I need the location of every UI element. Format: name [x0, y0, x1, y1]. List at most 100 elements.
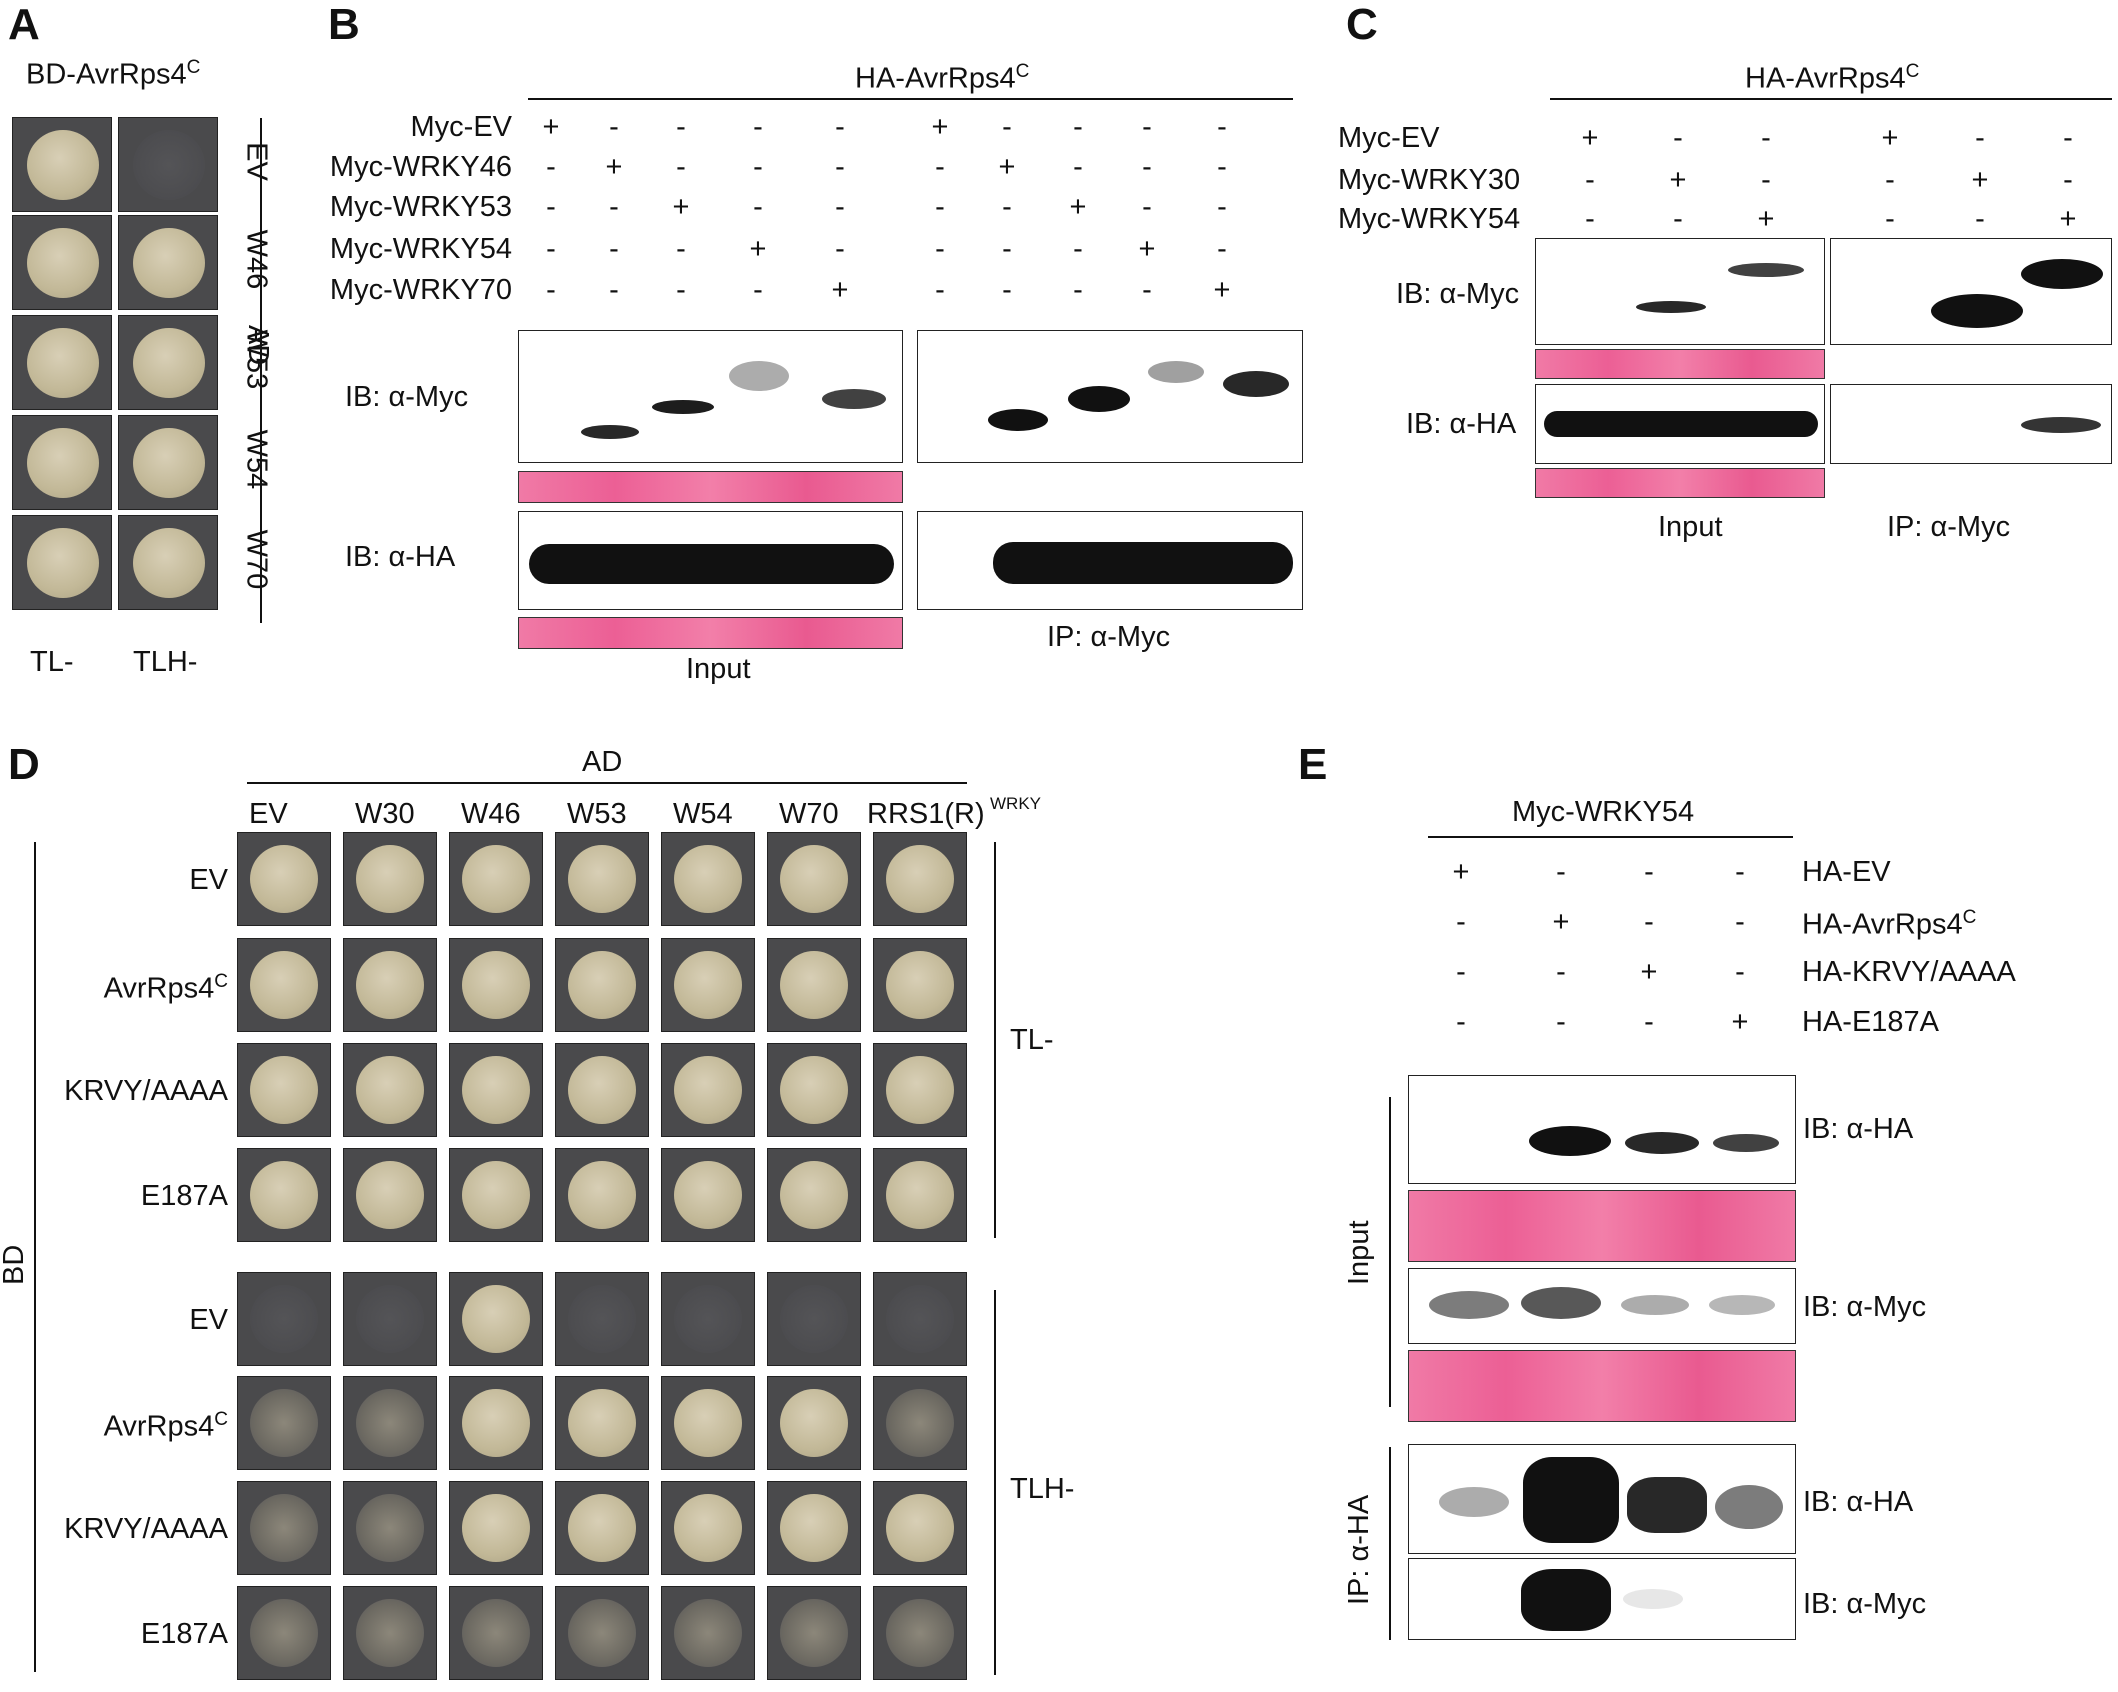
- panel-a-colony: [133, 528, 205, 598]
- panel-d-colony: [250, 1056, 318, 1124]
- panel-b-sign: +: [931, 111, 949, 143]
- panel-a-tile: [12, 117, 112, 212]
- panel-b-sign: +: [831, 274, 849, 306]
- panel-c-input-ha-blot: [1535, 384, 1825, 464]
- panel-b-sign: -: [835, 111, 845, 143]
- panel-e-sign: -: [1644, 906, 1654, 938]
- panel-b-sign: -: [753, 111, 763, 143]
- panel-b-sign: -: [1217, 191, 1227, 223]
- panel-a-title: BD-AvrRps4C: [26, 57, 201, 91]
- panel-d-tile: [343, 1043, 437, 1137]
- panel-b-sign: +: [672, 191, 690, 223]
- panel-b-construct-label: Myc-WRKY46: [329, 151, 512, 183]
- panel-d-tile: [449, 1272, 543, 1366]
- panel-a-colony: [27, 328, 99, 398]
- panel-d-tile: [661, 832, 755, 926]
- panel-d-tlh-label: TLH-: [1010, 1473, 1075, 1505]
- panel-label-d: D: [8, 740, 40, 789]
- panel-b-sign: -: [1073, 233, 1083, 265]
- panel-b-construct-label: Myc-WRKY53: [329, 191, 512, 223]
- panel-b-sign: -: [1142, 191, 1152, 223]
- panel-d-tile: [661, 1272, 755, 1366]
- panel-d-colony: [780, 1161, 848, 1229]
- panel-d-ad-label: AD: [582, 746, 623, 778]
- panel-d-colony: [674, 1056, 742, 1124]
- panel-b-sign: -: [835, 191, 845, 223]
- panel-d-tile: [343, 1148, 437, 1242]
- panel-d-colony: [250, 1599, 318, 1667]
- panel-e-sign: -: [1456, 906, 1466, 938]
- panel-e-sign: -: [1644, 1006, 1654, 1038]
- panel-b-input-ha-blot: [518, 511, 903, 610]
- panel-d-colony: [674, 1494, 742, 1562]
- panel-d-bd-label: BD: [0, 1244, 30, 1285]
- panel-d-colony: [780, 1285, 848, 1353]
- panel-c-ib-ha-label: IB: α-HA: [1406, 408, 1517, 440]
- panel-c-header: HA-AvrRps4C: [1745, 61, 1920, 95]
- panel-d-tile: [767, 938, 861, 1032]
- panel-b-sign: -: [546, 274, 556, 306]
- panel-e-ip-ha-blot: [1408, 1444, 1796, 1554]
- panel-d-tile: [555, 1272, 649, 1366]
- panel-d-colony: [780, 845, 848, 913]
- panel-d-colony: [674, 1161, 742, 1229]
- panel-d-colony: [568, 1599, 636, 1667]
- panel-b-input-ponceau-1: [518, 471, 903, 503]
- panel-a-row-label: EV: [240, 142, 273, 181]
- panel-d-colony: [780, 1599, 848, 1667]
- panel-c-ip-myc-blot: [1830, 238, 2112, 345]
- panel-d-row-label: KRVY/AAAA: [64, 1513, 228, 1545]
- panel-b-sign: +: [998, 151, 1016, 183]
- panel-d-colony: [886, 845, 954, 913]
- panel-c-sign: -: [1975, 203, 1985, 235]
- panel-b-sign: -: [1142, 111, 1152, 143]
- panel-d-tile: [555, 938, 649, 1032]
- panel-d-tile: [449, 1481, 543, 1575]
- panel-b-sign: -: [935, 191, 945, 223]
- panel-d-tile: [767, 1043, 861, 1137]
- panel-c-sign: +: [1581, 122, 1599, 154]
- panel-c-sign: -: [1673, 203, 1683, 235]
- panel-b-sign: -: [753, 191, 763, 223]
- panel-d-tile: [767, 832, 861, 926]
- panel-d-colony: [568, 1056, 636, 1124]
- panel-e-input-ponceau-1: [1408, 1190, 1796, 1262]
- panel-d-tile: [661, 1376, 755, 1470]
- panel-d-colony: [568, 951, 636, 1019]
- panel-d-tile: [767, 1272, 861, 1366]
- panel-d-bd-bracket: [34, 842, 36, 1672]
- panel-b-sign: -: [609, 233, 619, 265]
- panel-c-input-ponceau-1: [1535, 349, 1825, 379]
- panel-e-ib-myc2-label: IB: α-Myc: [1803, 1588, 1927, 1620]
- panel-a-row-label: W70: [240, 529, 273, 590]
- panel-c-construct-label: Myc-WRKY54: [1338, 203, 1521, 235]
- panel-c-ib-myc-label: IB: α-Myc: [1396, 278, 1520, 310]
- panel-b-sign: -: [1002, 191, 1012, 223]
- panel-label-e: E: [1298, 740, 1328, 789]
- panel-b-header: HA-AvrRps4C: [855, 61, 1030, 95]
- panel-e-sign: -: [1556, 956, 1566, 988]
- panel-b-sign: -: [546, 151, 556, 183]
- panel-d-colony: [568, 1494, 636, 1562]
- panel-d-tile: [449, 1043, 543, 1137]
- panel-b-construct-label: Myc-WRKY54: [329, 233, 512, 265]
- panel-d-tile: [555, 1481, 649, 1575]
- panel-b-sign: -: [935, 233, 945, 265]
- panel-d-colony: [780, 1056, 848, 1124]
- panel-e-sign: +: [1731, 1006, 1749, 1038]
- panel-d-colony: [886, 1056, 954, 1124]
- panel-b-sign: -: [1217, 111, 1227, 143]
- panel-b-sign: -: [609, 274, 619, 306]
- panel-a-tile: [12, 415, 112, 510]
- panel-d-tile: [555, 1148, 649, 1242]
- panel-b-sign: -: [676, 151, 686, 183]
- panel-a-tile: [12, 515, 112, 610]
- panel-d-tl-label: TL-: [1010, 1024, 1054, 1056]
- panel-d-colony: [356, 1599, 424, 1667]
- panel-a-colony: [27, 528, 99, 598]
- panel-d-row-label: E187A: [140, 1618, 228, 1650]
- panel-d-colony: [462, 1599, 530, 1667]
- panel-d-tile: [661, 1481, 755, 1575]
- panel-b-sign: -: [935, 151, 945, 183]
- panel-b-sign: -: [1142, 274, 1152, 306]
